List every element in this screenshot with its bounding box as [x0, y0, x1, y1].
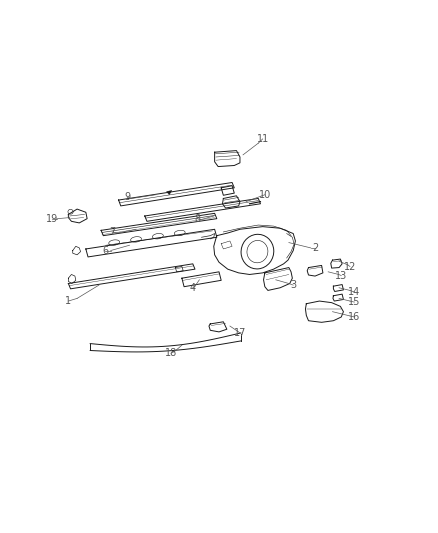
Text: 8: 8 — [194, 214, 200, 224]
Text: 1: 1 — [65, 296, 71, 306]
Text: 17: 17 — [234, 328, 246, 338]
Text: 7: 7 — [109, 227, 115, 237]
Text: 11: 11 — [257, 134, 269, 144]
Text: 16: 16 — [348, 312, 360, 322]
Text: 10: 10 — [259, 190, 271, 200]
Text: 18: 18 — [165, 348, 177, 358]
Text: 6: 6 — [102, 246, 109, 255]
Polygon shape — [166, 190, 172, 195]
Text: 15: 15 — [348, 297, 360, 307]
Text: 14: 14 — [348, 287, 360, 297]
Text: 9: 9 — [124, 192, 131, 203]
Text: 3: 3 — [290, 280, 296, 290]
Text: 13: 13 — [335, 271, 347, 280]
Text: 19: 19 — [46, 214, 58, 224]
Text: 12: 12 — [344, 262, 356, 271]
Text: 2: 2 — [312, 243, 318, 253]
Text: 4: 4 — [190, 283, 196, 293]
